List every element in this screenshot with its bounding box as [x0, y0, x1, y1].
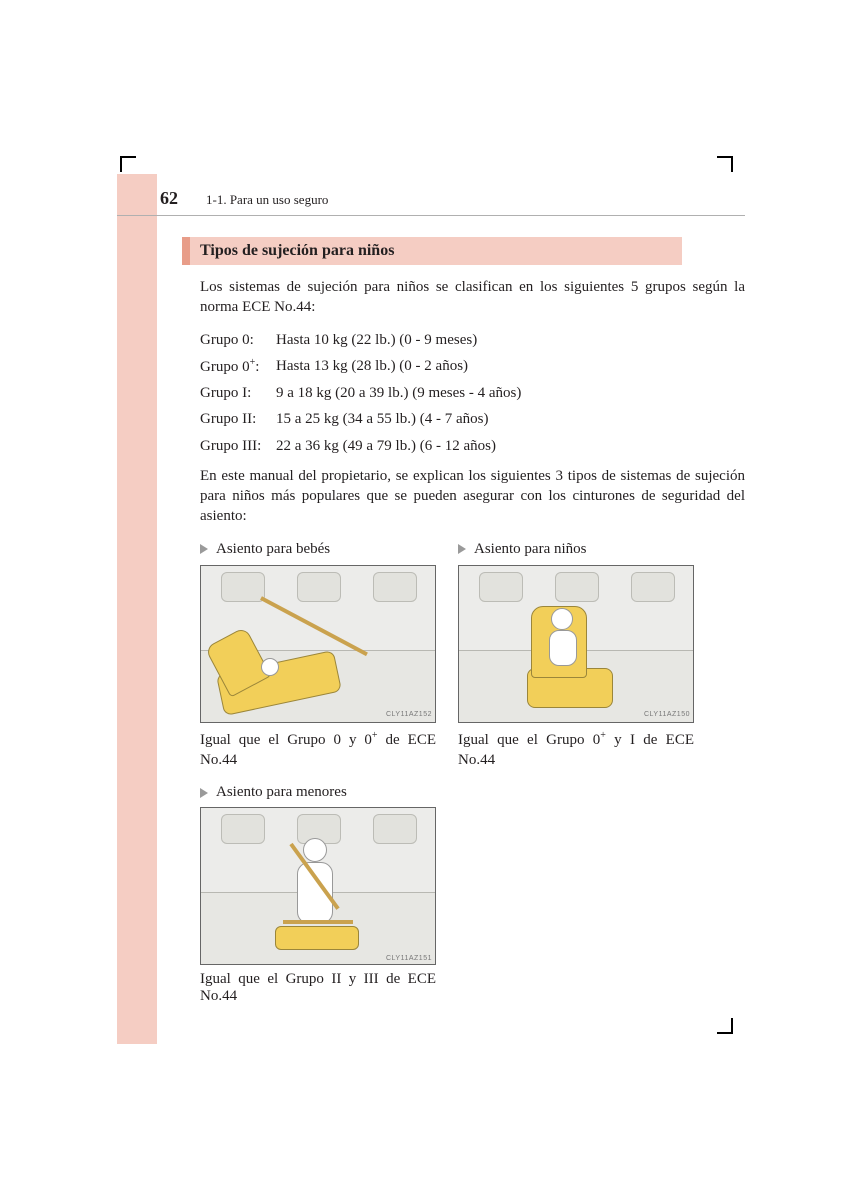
group-label: Grupo III: [200, 436, 276, 456]
group-row: Grupo 0: Hasta 10 kg (22 lb.) (0 - 9 mes… [200, 330, 745, 350]
seat-caption: Igual que el Grupo 0 y 0+ de ECE No.44 [200, 729, 436, 771]
page-header: 62 1-1. Para un uso seguro [160, 188, 745, 215]
seat-illustration: CLY11AZ152 [200, 565, 436, 723]
group-label: Grupo I: [200, 383, 276, 403]
group-row: Grupo 0+: Hasta 13 kg (28 lb.) (0 - 2 añ… [200, 356, 745, 377]
seat-title-text: Asiento para bebés [216, 539, 330, 559]
section-title-band: Tipos de sujeción para niños [182, 237, 682, 265]
intro-paragraph: Los sistemas de sujeción para niños se c… [200, 277, 745, 318]
group-row: Grupo II: 15 a 25 kg (34 a 55 lb.) (4 - … [200, 409, 745, 429]
group-value: 15 a 25 kg (34 a 55 lb.) (4 - 7 años) [276, 409, 488, 429]
group-value: Hasta 10 kg (22 lb.) (0 - 9 meses) [276, 330, 477, 350]
seat-caption: Igual que el Grupo II y III de ECE No.44 [200, 971, 436, 1005]
seat-title: Asiento para niños [458, 539, 694, 559]
group-value: Hasta 13 kg (28 lb.) (0 - 2 años) [276, 356, 468, 377]
seat-baby: Asiento para bebés CLY11AZ152 Igual que … [200, 539, 436, 771]
title-accent [182, 237, 190, 265]
seat-junior: Asiento para menores CLY11AZ151 Igual qu… [200, 784, 436, 1005]
image-id: CLY11AZ151 [386, 955, 432, 962]
seat-title: Asiento para bebés [200, 539, 436, 559]
group-value: 9 a 18 kg (20 a 39 lb.) (9 meses - 4 año… [276, 383, 521, 403]
seat-child: Asiento para niños CLY11AZ150 Igual que … [458, 539, 694, 771]
section-title: Tipos de sujeción para niños [190, 237, 682, 265]
page-content: 62 1-1. Para un uso seguro Tipos de suje… [160, 188, 745, 1005]
crop-mark [717, 156, 733, 172]
crop-mark [120, 156, 136, 172]
image-id: CLY11AZ152 [386, 710, 432, 719]
middle-paragraph: En este manual del propietario, se expli… [200, 466, 745, 527]
section-label: 1-1. Para un uso seguro [206, 192, 328, 208]
group-row: Grupo I: 9 a 18 kg (20 a 39 lb.) (9 mese… [200, 383, 745, 403]
group-label: Grupo 0: [200, 330, 276, 350]
group-label: Grupo II: [200, 409, 276, 429]
seat-illustration: CLY11AZ151 [200, 807, 436, 965]
seat-title-text: Asiento para menores [216, 784, 347, 801]
body-content: Los sistemas de sujeción para niños se c… [200, 277, 745, 770]
bullet-triangle-icon [200, 544, 208, 554]
group-value: 22 a 36 kg (49 a 79 lb.) (6 - 12 años) [276, 436, 496, 456]
group-label: Grupo 0+: [200, 356, 276, 377]
seat-illustration: CLY11AZ150 [458, 565, 694, 723]
group-list: Grupo 0: Hasta 10 kg (22 lb.) (0 - 9 mes… [200, 330, 745, 456]
seat-columns: Asiento para bebés CLY11AZ152 Igual que … [200, 539, 745, 771]
image-id: CLY11AZ150 [644, 710, 690, 719]
bullet-triangle-icon [458, 544, 466, 554]
crop-mark [717, 1018, 733, 1034]
group-row: Grupo III: 22 a 36 kg (49 a 79 lb.) (6 -… [200, 436, 745, 456]
page-number: 62 [160, 188, 178, 209]
seat-title-text: Asiento para niños [474, 539, 586, 559]
seat-title: Asiento para menores [200, 784, 436, 801]
seat-caption: Igual que el Grupo 0+ y I de ECE No.44 [458, 729, 694, 771]
section-tab [117, 174, 157, 1044]
bullet-triangle-icon [200, 788, 208, 798]
